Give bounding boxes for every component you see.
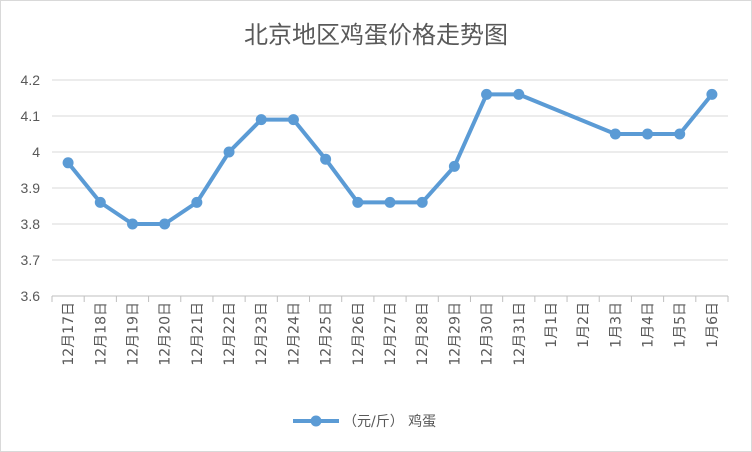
y-axis-ticks: 3.6 3.7 3.8 3.9 4 4.1 4.2 (21, 72, 41, 304)
data-point (62, 157, 74, 169)
y-tick-label: 3.9 (21, 180, 41, 196)
x-tick-label: 1月3日 (608, 302, 624, 348)
y-tick-label: 3.7 (21, 252, 41, 268)
x-tick-label: 12月27日 (383, 302, 399, 366)
x-tick-label: 12月31日 (512, 302, 528, 366)
series-layer (62, 88, 718, 230)
data-point (513, 88, 525, 100)
x-tick-label: 1月4日 (641, 302, 657, 348)
x-tick-label: 12月19日 (125, 302, 141, 366)
legend: （元/斤） 鸡蛋 (293, 413, 436, 430)
data-point (481, 88, 493, 100)
data-point (674, 128, 686, 140)
data-point (287, 114, 299, 126)
x-tick-label: 12月30日 (480, 302, 496, 366)
data-point (416, 196, 428, 208)
y-tick-label: 4 (32, 144, 40, 160)
x-tick-label: 12月24日 (286, 302, 302, 366)
x-tick-label: 12月18日 (93, 302, 109, 366)
data-point (255, 114, 267, 126)
data-point (352, 196, 364, 208)
y-tick-label: 3.6 (21, 288, 41, 304)
data-point (448, 160, 460, 172)
x-tick-label: 12月29日 (447, 302, 463, 366)
y-tick-label: 3.8 (21, 216, 41, 232)
gridlines (52, 79, 728, 261)
data-point (159, 218, 171, 230)
legend-entry-label: （元/斤） 鸡蛋 (343, 413, 436, 430)
chart-title: 北京地区鸡蛋价格走势图 (244, 21, 508, 49)
data-point (126, 218, 138, 230)
y-tick-label: 4.1 (21, 108, 41, 124)
x-tick-label: 1月6日 (705, 302, 721, 348)
legend-marker-swatch (310, 415, 322, 427)
data-point (706, 88, 718, 100)
data-point (94, 196, 106, 208)
data-point (642, 128, 654, 140)
data-point (191, 196, 203, 208)
x-tick-label: 12月17日 (61, 302, 77, 366)
data-point (609, 128, 621, 140)
x-tick-label: 12月26日 (351, 302, 367, 366)
x-tick-label: 12月20日 (158, 302, 174, 366)
x-tick-label: 1月1日 (544, 302, 560, 348)
x-tick-label: 12月23日 (254, 302, 270, 366)
x-tick-label: 12月22日 (222, 302, 238, 366)
data-point (384, 196, 396, 208)
data-point (320, 153, 332, 165)
y-tick-label: 4.2 (21, 72, 41, 88)
x-tick-label: 1月5日 (673, 302, 689, 348)
x-tick-label: 12月25日 (319, 302, 335, 366)
data-point (223, 146, 235, 158)
x-tick-label: 12月21日 (190, 302, 206, 366)
x-tick-label: 1月2日 (576, 302, 592, 348)
x-axis: 12月17日 12月18日 12月19日 12月20日 12月21日 12月22日 12月2… (51, 295, 729, 366)
x-tick-label: 12月28日 (415, 302, 431, 366)
